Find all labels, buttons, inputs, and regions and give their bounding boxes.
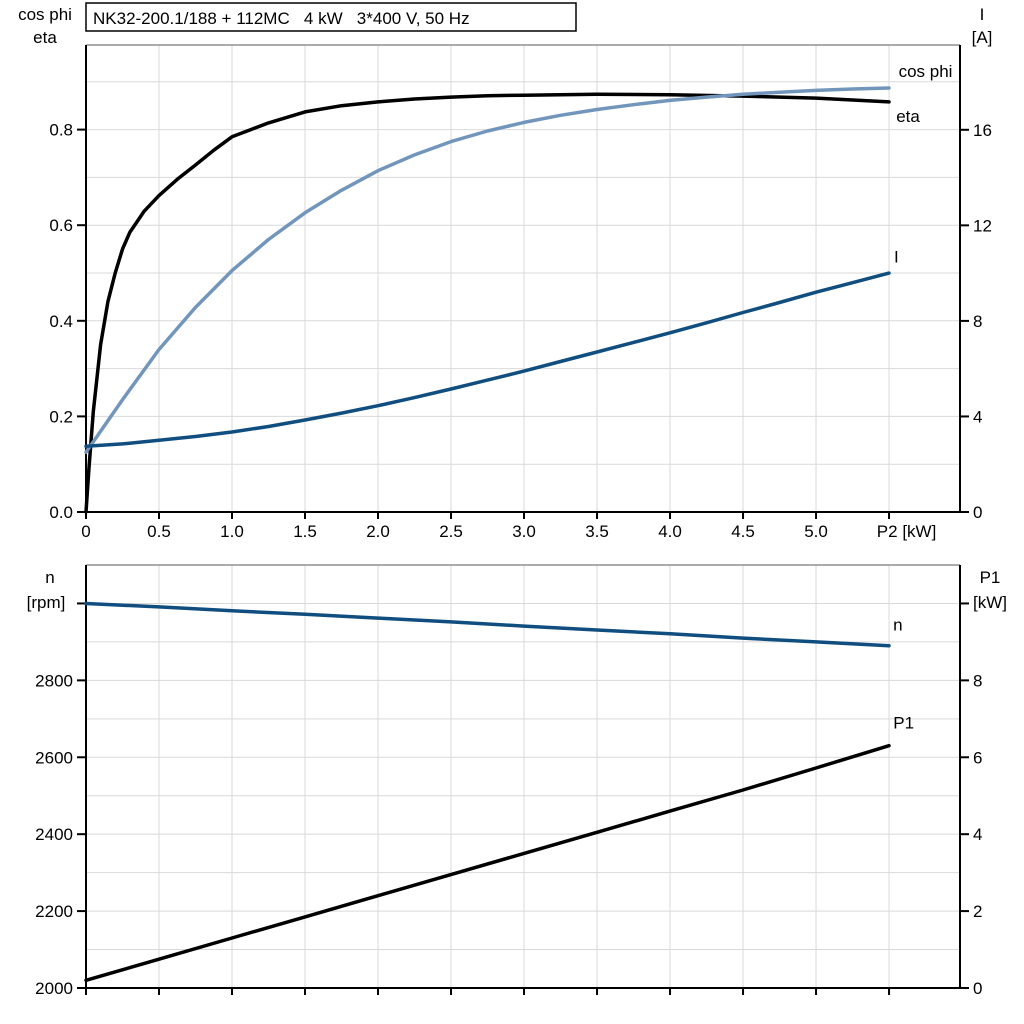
left-axis-tick-label: 2400 [35,825,73,844]
right-axis-tick-label: 4 [973,825,982,844]
top-chart-plot: 0.0 0.2 0.4 0.6 0.8 0 4 8 12 16 0 0.5 1.0 1.5 2.0 2.5 3.… [49,44,992,541]
left-axis-tick-label: 0.6 [49,216,73,235]
right-axis-tick-label: 2 [973,902,982,921]
left-axis-tick-label: 0.8 [49,121,73,140]
right-axis-tick-label: 6 [973,748,982,767]
curve-label-current: I [894,247,899,266]
right-axis-tick-label: 0 [973,979,982,998]
left-axis-tick-label: 0.2 [49,407,73,426]
right-axis-tick-label: 8 [973,312,982,331]
curve-speed [84,601,891,648]
curve-label-speed: n [893,616,902,635]
right-axis-tick-label: 12 [973,216,992,235]
right-axis-header-current-unit: [A] [972,28,993,47]
curve-label-input-power: P1 [893,713,914,732]
title-box [85,2,577,32]
x-axis-tick-label: 3.5 [585,522,609,541]
left-axis-tick-label: 0.0 [49,503,73,522]
x-axis-tick-label: 0.5 [147,522,171,541]
top-chart: 0.0 0.2 0.4 0.6 0.8 0 4 8 12 16 0 0.5 1.0 1.5 2.0 2.5 3.… [18,2,993,541]
curve-cos-phi [84,86,891,455]
left-axis-tick-label: 2800 [35,671,73,690]
right-axis-header-current: I [980,5,985,24]
curve-input-power [84,743,891,983]
curve-label-cos-phi: cos phi [899,62,953,81]
chart-title: NK32-200.1/188 + 112MC 4 kW 3*400 V, 50 … [93,9,470,28]
left-axis-tick-label: 0.4 [49,312,73,331]
x-axis-tick-label: 2.0 [366,522,390,541]
right-axis-header-power-unit: [kW] [973,593,1007,612]
left-axis-tick-label: 2200 [35,902,73,921]
left-axis-tick-label: 2600 [35,748,73,767]
curve-eta [84,92,891,514]
right-axis-tick-label: 0 [973,503,982,522]
right-axis-header-power: P1 [980,568,1001,587]
x-axis-title: P2 [kW] [877,522,937,541]
left-axis-header-cos-phi: cos phi [18,5,72,24]
right-axis-tick-label: 8 [973,671,982,690]
x-axis-tick-label: 4.5 [731,522,755,541]
bottom-chart-plot: 2000 2200 2400 2600 2800 0 2 4 6 8 n P1 [35,564,982,998]
x-axis-tick-label: 0 [81,522,90,541]
x-axis-tick-label: 4.0 [658,522,682,541]
x-axis-tick-label: 3.0 [512,522,536,541]
x-axis-tick-label: 2.5 [439,522,463,541]
right-axis-tick-label: 4 [973,407,982,426]
left-axis-header-eta: eta [33,28,57,47]
left-axis-tick-label: 2000 [35,979,73,998]
left-axis-header-speed-unit: [rpm] [27,593,66,612]
curve-current [84,271,891,449]
x-axis-tick-label: 1.0 [220,522,244,541]
right-axis-tick-label: 16 [973,121,992,140]
left-axis-header-speed: n [45,568,54,587]
x-axis-tick-label: 1.5 [293,522,317,541]
curve-label-eta: eta [896,107,920,126]
x-axis-tick-label: 5.0 [804,522,828,541]
